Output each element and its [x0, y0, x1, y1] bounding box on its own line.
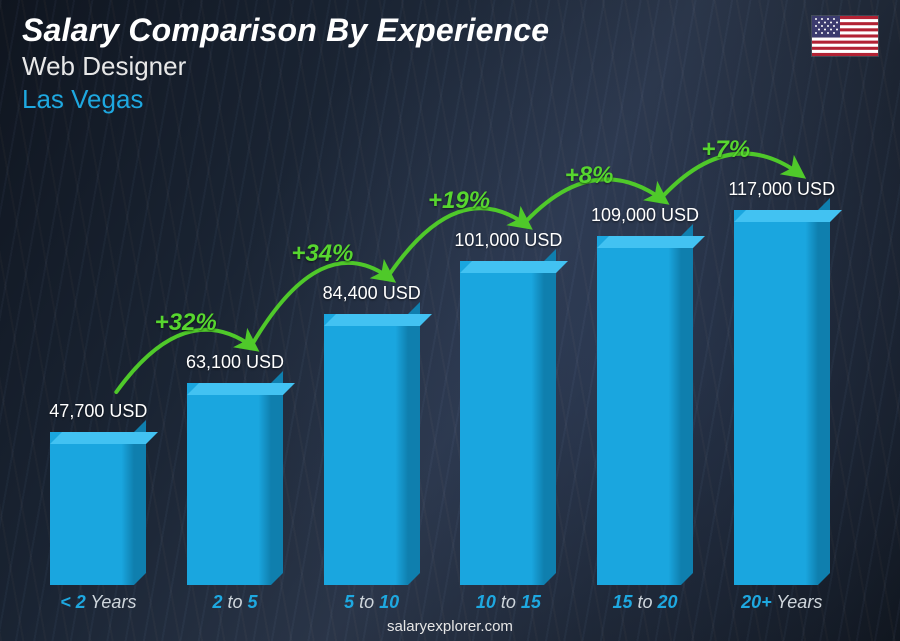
bar-slot: 47,700 USD	[30, 150, 167, 585]
delta-label: +8%	[565, 162, 614, 190]
x-axis-category: 2 to 5	[167, 592, 304, 613]
bar	[460, 261, 556, 585]
footer-credit: salaryexplorer.com	[0, 618, 900, 635]
delta-label: +34%	[291, 240, 353, 268]
delta-label: +32%	[155, 309, 217, 337]
bar-slot: 117,000 USD	[713, 150, 850, 585]
bar-slot: 101,000 USD	[440, 150, 577, 585]
delta-label: +19%	[428, 187, 490, 215]
infographic-stage: Salary Comparison By Experience Web Desi…	[0, 0, 900, 641]
delta-label: +7%	[701, 136, 750, 164]
bar-value-label: 109,000 USD	[591, 205, 699, 226]
bar-value-label: 117,000 USD	[728, 179, 835, 200]
bar-value-label: 47,700 USD	[49, 401, 147, 422]
job-title: Web Designer	[22, 51, 878, 82]
header: Salary Comparison By Experience Web Desi…	[22, 12, 878, 115]
bar-value-label: 63,100 USD	[186, 352, 284, 373]
bar-value-label: 84,400 USD	[323, 283, 421, 304]
us-flag-icon	[812, 16, 878, 56]
bar-chart: 47,700 USD 63,100 USD 84,400 USD 101,000 US…	[30, 150, 850, 585]
x-axis-category: 15 to 20	[577, 592, 714, 613]
x-axis-category: 5 to 10	[303, 592, 440, 613]
bar	[187, 383, 283, 585]
bar	[50, 432, 146, 585]
bar	[734, 210, 830, 585]
bar-slot: 109,000 USD	[577, 150, 714, 585]
bar	[597, 236, 693, 585]
x-axis-category: 10 to 15	[440, 592, 577, 613]
bar	[324, 314, 420, 585]
bar-value-label: 101,000 USD	[454, 230, 562, 251]
bar-slot: 84,400 USD	[303, 150, 440, 585]
location: Las Vegas	[22, 84, 878, 115]
bars-container: 47,700 USD 63,100 USD 84,400 USD 101,000 US…	[30, 150, 850, 585]
x-axis-category: < 2 Years	[30, 592, 167, 613]
bar-slot: 63,100 USD	[167, 150, 304, 585]
x-axis: < 2 Years2 to 55 to 1010 to 1515 to 2020…	[30, 592, 850, 613]
x-axis-category: 20+ Years	[713, 592, 850, 613]
page-title: Salary Comparison By Experience	[22, 12, 878, 49]
